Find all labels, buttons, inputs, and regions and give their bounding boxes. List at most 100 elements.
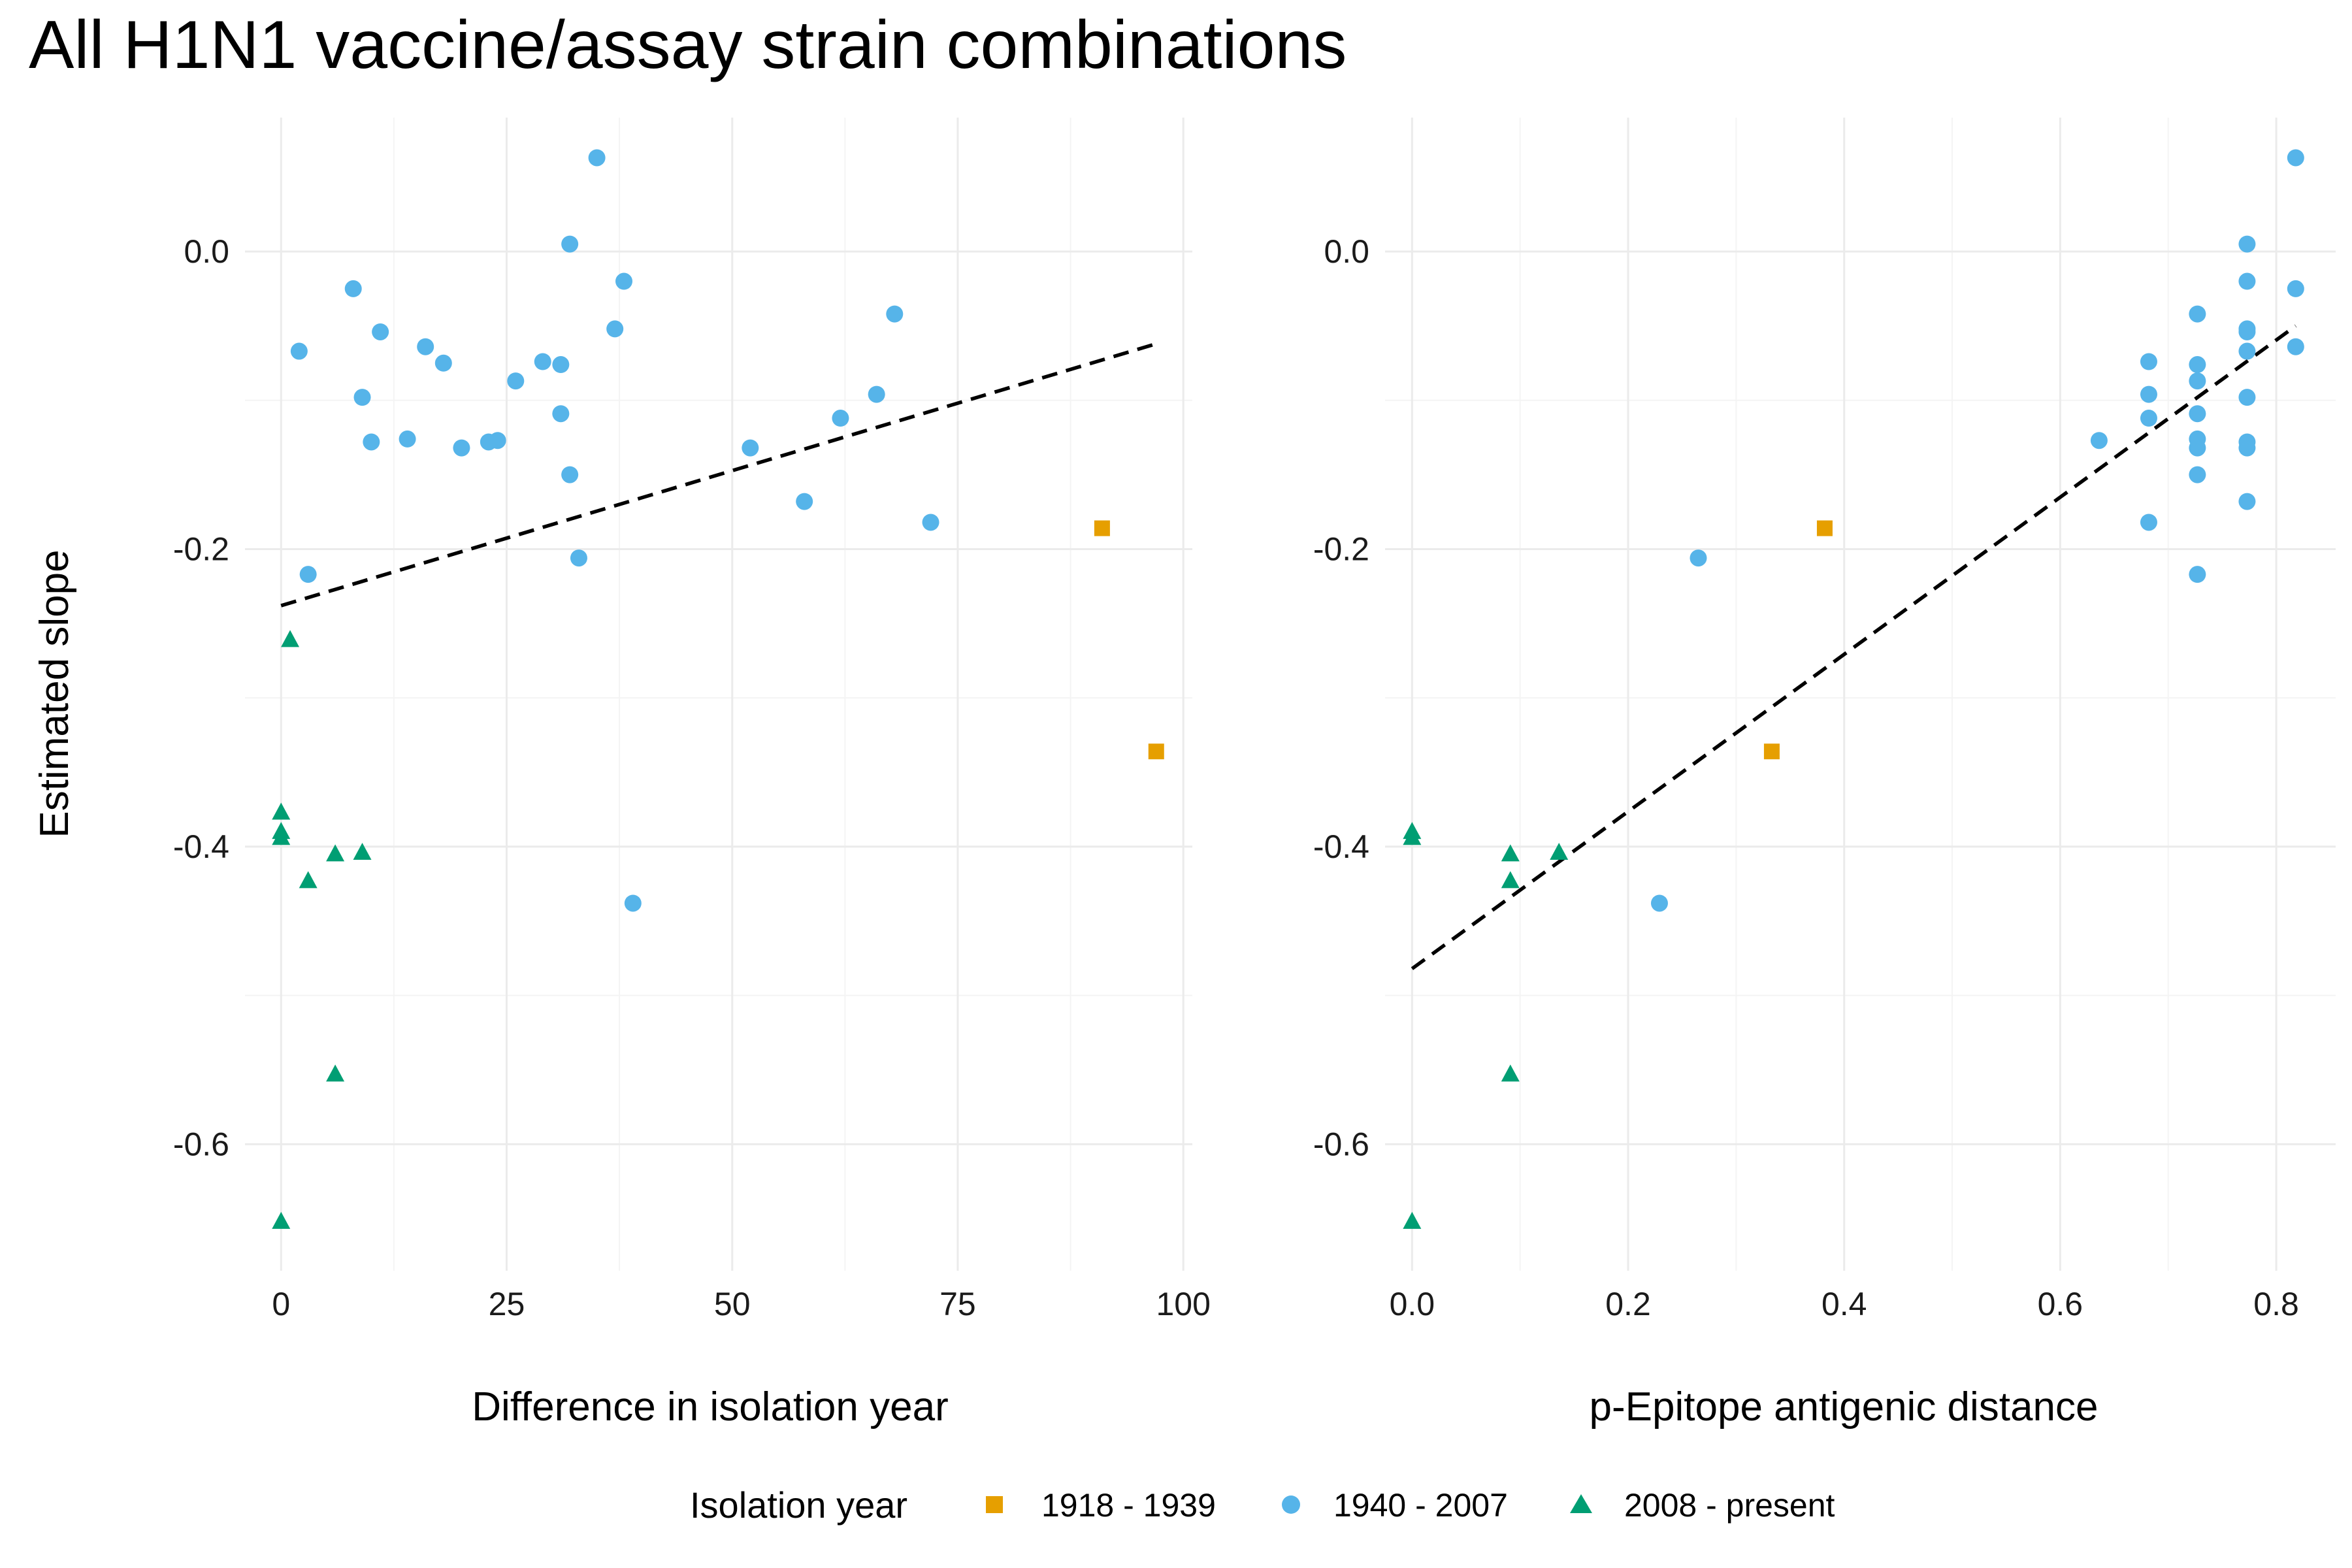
trendline-left-group xyxy=(280,342,1157,608)
data-point-1940-2007 xyxy=(2189,439,2206,457)
legend-label: 2008 - present xyxy=(1624,1487,1835,1524)
panel-antigenic-distance: 0.0 0.2 0.4 0.6 0.8 0.0 -0.2 -0.4 -0.6 p-Epitope… xyxy=(1313,118,2336,1429)
legend-key-circle xyxy=(1282,1495,1300,1514)
y-tick-label: -0.4 xyxy=(173,828,229,865)
data-point-1940-2007 xyxy=(417,338,434,355)
data-point-2008-present xyxy=(326,844,345,862)
trendline-right-group xyxy=(1411,324,2297,970)
data-point-1940-2007 xyxy=(624,894,642,912)
data-point-1918-1939 xyxy=(1816,520,1833,536)
data-point-2008-present xyxy=(1501,871,1520,889)
x-tick-label: 100 xyxy=(1156,1286,1210,1322)
data-point-2008-present xyxy=(1403,1211,1422,1229)
data-point-1940-2007 xyxy=(2140,514,2157,531)
x-tick-label: 50 xyxy=(714,1286,751,1322)
y-tick-label: 0.0 xyxy=(1324,233,1369,270)
data-point-1940-2007 xyxy=(796,493,813,510)
y-tick-label: 0.0 xyxy=(184,233,229,270)
data-point-2008-present xyxy=(1501,844,1520,862)
data-point-1940-2007 xyxy=(2287,149,2304,167)
data-point-1940-2007 xyxy=(2238,389,2256,406)
x-tick-label: 0.0 xyxy=(1390,1286,1435,1322)
data-point-1940-2007 xyxy=(1650,894,1668,912)
data-point-1940-2007 xyxy=(290,342,308,360)
data-point-1940-2007 xyxy=(353,389,371,406)
y-tick-label: -0.6 xyxy=(173,1126,229,1162)
x-tick-label: 0.4 xyxy=(1821,1286,1867,1322)
data-point-1940-2007 xyxy=(561,466,579,483)
y-axis-title: Estimated slope xyxy=(32,549,77,838)
legend-key-square xyxy=(986,1496,1003,1513)
data-point-2008-present xyxy=(272,802,291,820)
data-point-2008-present xyxy=(1550,843,1569,860)
data-point-1940-2007 xyxy=(453,439,470,457)
data-point-1918-1939 xyxy=(1763,743,1780,760)
data-point-1940-2007 xyxy=(868,385,885,403)
data-point-1940-2007 xyxy=(372,323,389,340)
data-point-1918-1939 xyxy=(1148,743,1164,760)
data-point-1940-2007 xyxy=(742,439,759,457)
panel-isolation-year: 0 25 50 75 100 0.0 -0.2 -0.4 -0.6 Difference in … xyxy=(173,118,1211,1429)
y-tick-label: -0.6 xyxy=(1313,1126,1369,1162)
data-point-1940-2007 xyxy=(922,514,939,531)
data-point-1940-2007 xyxy=(552,405,570,423)
x-tick-label: 0.2 xyxy=(1605,1286,1651,1322)
legend-item-1940-2007: 1940 - 2007 xyxy=(1282,1487,1508,1524)
data-point-1940-2007 xyxy=(2189,372,2206,390)
data-point-2008-present xyxy=(299,871,318,889)
data-point-1940-2007 xyxy=(489,432,506,449)
data-point-2008-present xyxy=(1501,1064,1520,1082)
data-point-1940-2007 xyxy=(299,566,317,583)
legend: Isolation year 1918 - 1939 1940 - 2007 2… xyxy=(690,1484,1835,1526)
data-point-1940-2007 xyxy=(606,320,624,338)
x-tick-label: 75 xyxy=(939,1286,976,1322)
data-point-1940-2007 xyxy=(2189,566,2206,583)
ticks-right: 0.0 0.2 0.4 0.6 0.8 0.0 -0.2 -0.4 -0.6 xyxy=(1313,233,2299,1322)
data-point-1940-2007 xyxy=(2140,410,2157,427)
points-right xyxy=(1403,149,2304,1229)
data-point-1940-2007 xyxy=(534,353,551,370)
data-point-2008-present xyxy=(272,1211,291,1229)
legend-item-2008-present: 2008 - present xyxy=(1570,1487,1835,1524)
legend-label: 1918 - 1939 xyxy=(1041,1487,1216,1524)
ticks-left: 0 25 50 75 100 0.0 -0.2 -0.4 -0.6 xyxy=(173,233,1211,1322)
data-point-2008-present xyxy=(272,828,291,845)
x-tick-label: 0.6 xyxy=(2038,1286,2083,1322)
data-point-2008-present xyxy=(353,843,372,860)
data-point-1940-2007 xyxy=(2238,342,2256,360)
x-tick-label: 0 xyxy=(272,1286,290,1322)
data-point-1940-2007 xyxy=(561,235,579,253)
y-tick-label: -0.2 xyxy=(1313,531,1369,567)
trendline-right xyxy=(1411,324,2297,970)
data-point-1940-2007 xyxy=(2238,235,2256,253)
data-point-1940-2007 xyxy=(363,433,380,451)
data-point-1940-2007 xyxy=(552,356,570,374)
grid-right xyxy=(1385,118,2336,1271)
data-point-1940-2007 xyxy=(2189,356,2206,374)
y-tick-label: -0.2 xyxy=(173,531,229,567)
data-point-1940-2007 xyxy=(570,549,587,567)
x-tick-label: 0.8 xyxy=(2253,1286,2299,1322)
data-point-1940-2007 xyxy=(2189,305,2206,323)
data-point-1940-2007 xyxy=(2238,493,2256,510)
data-point-1940-2007 xyxy=(2238,272,2256,290)
grid-left xyxy=(245,118,1192,1271)
data-point-1940-2007 xyxy=(832,410,849,427)
data-point-1918-1939 xyxy=(1094,520,1110,536)
data-point-1940-2007 xyxy=(399,430,416,448)
x-axis-title-right: p-Epitope antigenic distance xyxy=(1590,1384,2099,1429)
data-point-1940-2007 xyxy=(434,354,452,372)
trendline-left xyxy=(280,342,1157,608)
points-left xyxy=(272,149,1164,1229)
data-point-1940-2007 xyxy=(588,149,606,167)
data-point-2008-present xyxy=(1403,828,1422,845)
data-point-2008-present xyxy=(281,630,300,647)
chart-title: All H1N1 vaccine/assay strain combinatio… xyxy=(29,7,1347,83)
data-point-2008-present xyxy=(326,1064,345,1082)
data-point-1940-2007 xyxy=(344,280,362,297)
data-point-1940-2007 xyxy=(507,372,525,390)
data-point-1940-2007 xyxy=(2189,405,2206,423)
data-point-1940-2007 xyxy=(2140,385,2157,403)
x-tick-label: 25 xyxy=(489,1286,525,1322)
